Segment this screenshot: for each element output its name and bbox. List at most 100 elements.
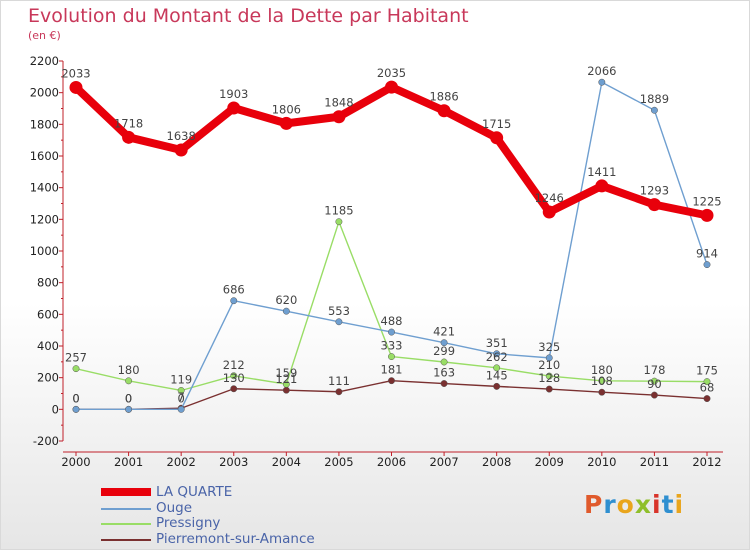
data-point-0 — [700, 208, 714, 222]
legend-swatch — [101, 538, 151, 541]
data-label-2: 180 — [591, 363, 613, 377]
legend-label: Pierremont-sur-Amance — [156, 530, 315, 547]
logo-letter: r — [603, 490, 617, 519]
data-point-3 — [388, 377, 395, 385]
data-point-1 — [388, 328, 395, 336]
y-tick-label: 1400 — [30, 181, 59, 195]
x-tick-label: 2006 — [377, 455, 406, 469]
data-point-1 — [282, 307, 290, 315]
data-point-2 — [282, 380, 290, 388]
data-label-2: 1185 — [324, 204, 353, 218]
data-label-3: 181 — [381, 363, 403, 377]
data-point-3 — [650, 391, 658, 399]
data-label-0: 1225 — [692, 194, 721, 208]
legend-label: LA QUARTE — [156, 484, 233, 500]
x-tick-label: 2000 — [61, 455, 90, 469]
data-label-3: 0 — [72, 391, 79, 405]
data-label-2: 212 — [223, 358, 245, 372]
x-tick-label: 2003 — [219, 455, 248, 469]
data-label-1: 421 — [433, 325, 455, 339]
data-label-2: 178 — [643, 363, 665, 377]
data-label-1: 0 — [125, 391, 132, 405]
data-label-0: 1638 — [167, 129, 196, 143]
data-label-3: 130 — [223, 371, 245, 385]
data-label-0: 1718 — [114, 116, 143, 130]
data-label-1: 488 — [381, 314, 403, 328]
data-point-2 — [703, 378, 711, 386]
x-tick-label: 2011 — [640, 455, 669, 469]
data-label-0: 1886 — [429, 90, 458, 104]
data-point-3 — [230, 385, 238, 393]
data-label-2: 119 — [170, 372, 192, 386]
legend-swatch — [101, 523, 151, 525]
x-tick-label: 2007 — [429, 455, 458, 469]
data-point-2 — [125, 377, 133, 385]
data-label-2: 175 — [696, 364, 718, 378]
logo-letter: x — [634, 490, 652, 519]
y-tick-label: 1000 — [30, 244, 59, 258]
legend-swatch — [101, 507, 151, 510]
data-point-1 — [335, 318, 343, 326]
data-point-1 — [125, 405, 133, 413]
data-point-1 — [703, 261, 711, 269]
y-tick-label: -200 — [33, 434, 59, 448]
data-label-0: 1806 — [272, 102, 301, 116]
data-label-1: 0 — [72, 391, 79, 405]
data-point-2 — [440, 358, 448, 366]
logo-letter: t — [661, 490, 675, 519]
y-tick-label: 2000 — [30, 86, 59, 100]
y-tick-label: 0 — [52, 402, 59, 416]
data-label-2: 257 — [65, 351, 87, 365]
x-tick-label: 2004 — [272, 455, 301, 469]
y-tick-label: 600 — [37, 307, 59, 321]
data-label-0: 1903 — [219, 87, 248, 101]
logo-letter: P — [584, 490, 604, 519]
data-label-1: 1889 — [640, 92, 669, 106]
data-label-1: 620 — [275, 293, 297, 307]
data-point-3 — [493, 382, 501, 390]
data-point-3 — [703, 395, 711, 403]
data-label-2: 299 — [433, 344, 455, 358]
data-label-3: 108 — [591, 374, 613, 388]
data-label-1: 2066 — [587, 64, 616, 78]
data-point-0 — [437, 104, 451, 118]
data-point-2 — [598, 377, 606, 385]
data-label-3: 111 — [328, 374, 350, 388]
data-point-1 — [493, 350, 501, 358]
data-label-2: 333 — [381, 339, 403, 353]
data-point-2 — [230, 372, 238, 380]
data-label-1: 325 — [538, 340, 560, 354]
x-tick-label: 2002 — [167, 455, 196, 469]
data-point-2 — [493, 364, 501, 372]
y-tick-label: 2200 — [30, 54, 59, 68]
data-point-0 — [227, 101, 241, 115]
legend-label: Pressigny — [156, 515, 221, 531]
data-label-3: 145 — [486, 368, 508, 382]
data-point-0 — [647, 198, 661, 212]
data-point-0 — [490, 131, 504, 145]
chart-title: Evolution du Montant de la Dette par Hab… — [28, 5, 469, 27]
data-point-3 — [440, 380, 448, 387]
logo-letter: i — [674, 490, 685, 519]
y-tick-label: 1800 — [30, 117, 59, 131]
data-label-1: 0 — [178, 391, 185, 405]
y-tick-label: 800 — [37, 276, 59, 290]
data-label-0: 2035 — [377, 66, 406, 80]
data-point-2 — [388, 353, 395, 361]
data-point-1 — [230, 297, 238, 305]
data-point-2 — [177, 387, 185, 394]
data-point-0 — [542, 205, 556, 219]
data-point-1 — [440, 339, 448, 347]
data-label-0: 1246 — [535, 191, 564, 205]
x-tick-label: 2012 — [692, 455, 721, 469]
data-point-1 — [72, 405, 80, 413]
data-point-0 — [332, 110, 346, 124]
y-tick-label: 1600 — [30, 149, 59, 163]
data-label-0: 1848 — [324, 96, 353, 110]
data-label-1: 914 — [696, 247, 718, 261]
data-point-3 — [282, 386, 290, 394]
logo-letter: o — [616, 490, 635, 519]
data-label-2: 262 — [486, 350, 508, 364]
data-point-0 — [122, 130, 136, 144]
data-label-1: 553 — [328, 304, 350, 318]
